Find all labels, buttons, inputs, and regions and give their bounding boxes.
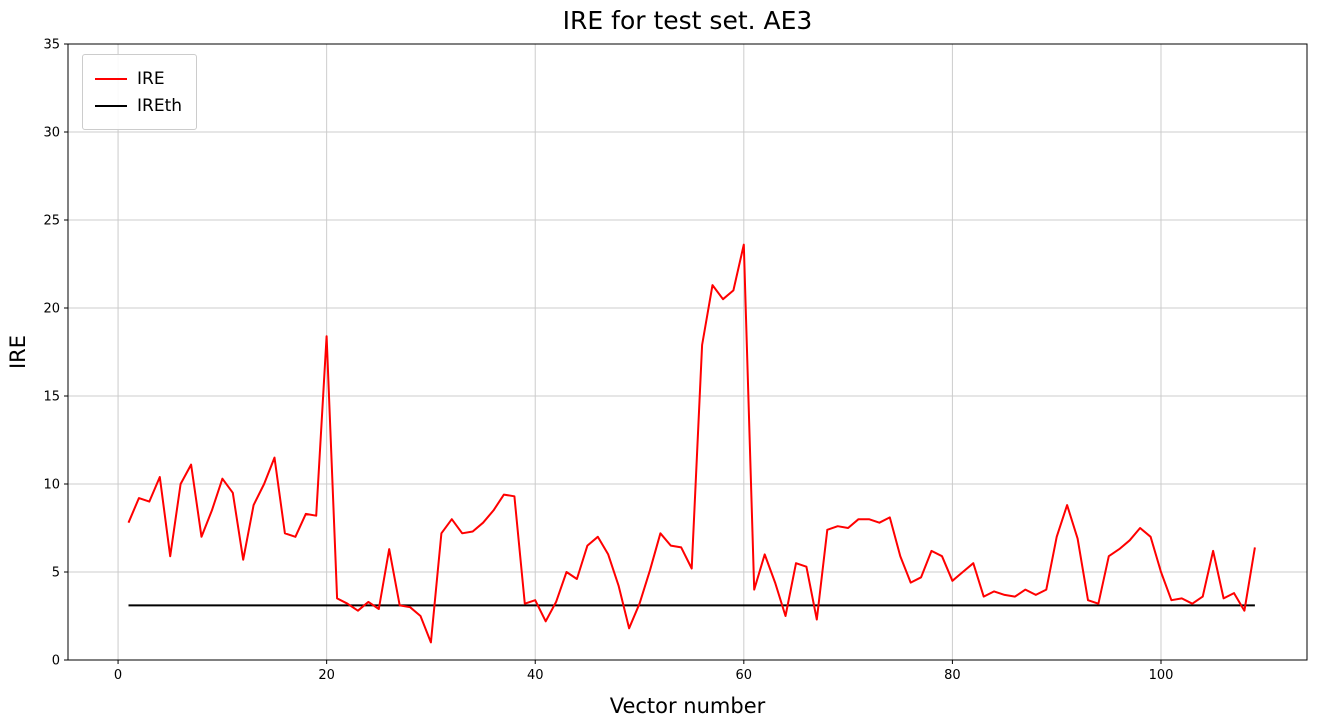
- axes-frame: [67, 43, 1308, 661]
- y-tick-label: 5: [52, 566, 60, 581]
- x-tick-label: 40: [527, 668, 544, 683]
- legend-label-ire: IRE: [137, 68, 165, 89]
- legend-entry-ire: IRE: [95, 65, 182, 92]
- y-axis-label: IRE: [6, 334, 30, 370]
- legend-entry-ireth: IREth: [95, 92, 182, 119]
- legend-label-ireth: IREth: [137, 95, 183, 116]
- chart-title: IRE for test set. AE3: [562, 6, 813, 35]
- y-tick-label: 30: [43, 126, 60, 141]
- y-tick-label: 35: [43, 38, 60, 53]
- x-tick-label: 20: [318, 668, 335, 683]
- x-tick-label: 100: [1149, 668, 1174, 683]
- y-tick-label: 10: [43, 478, 60, 493]
- y-tick-label: 20: [43, 302, 60, 317]
- series-line-ire: [127, 243, 1256, 644]
- x-tick-label: 0: [114, 668, 122, 683]
- x-tick-label: 80: [944, 668, 961, 683]
- y-tick-label: 15: [43, 390, 60, 405]
- legend-line-sample-ire: [95, 77, 127, 80]
- legend: IRE IREth: [82, 54, 198, 130]
- legend-line-sample-ireth: [95, 104, 127, 107]
- x-axis-label: Vector number: [609, 694, 766, 718]
- y-tick-label: 0: [52, 654, 60, 669]
- x-tick-label: 60: [736, 668, 753, 683]
- y-tick-label: 25: [43, 214, 60, 229]
